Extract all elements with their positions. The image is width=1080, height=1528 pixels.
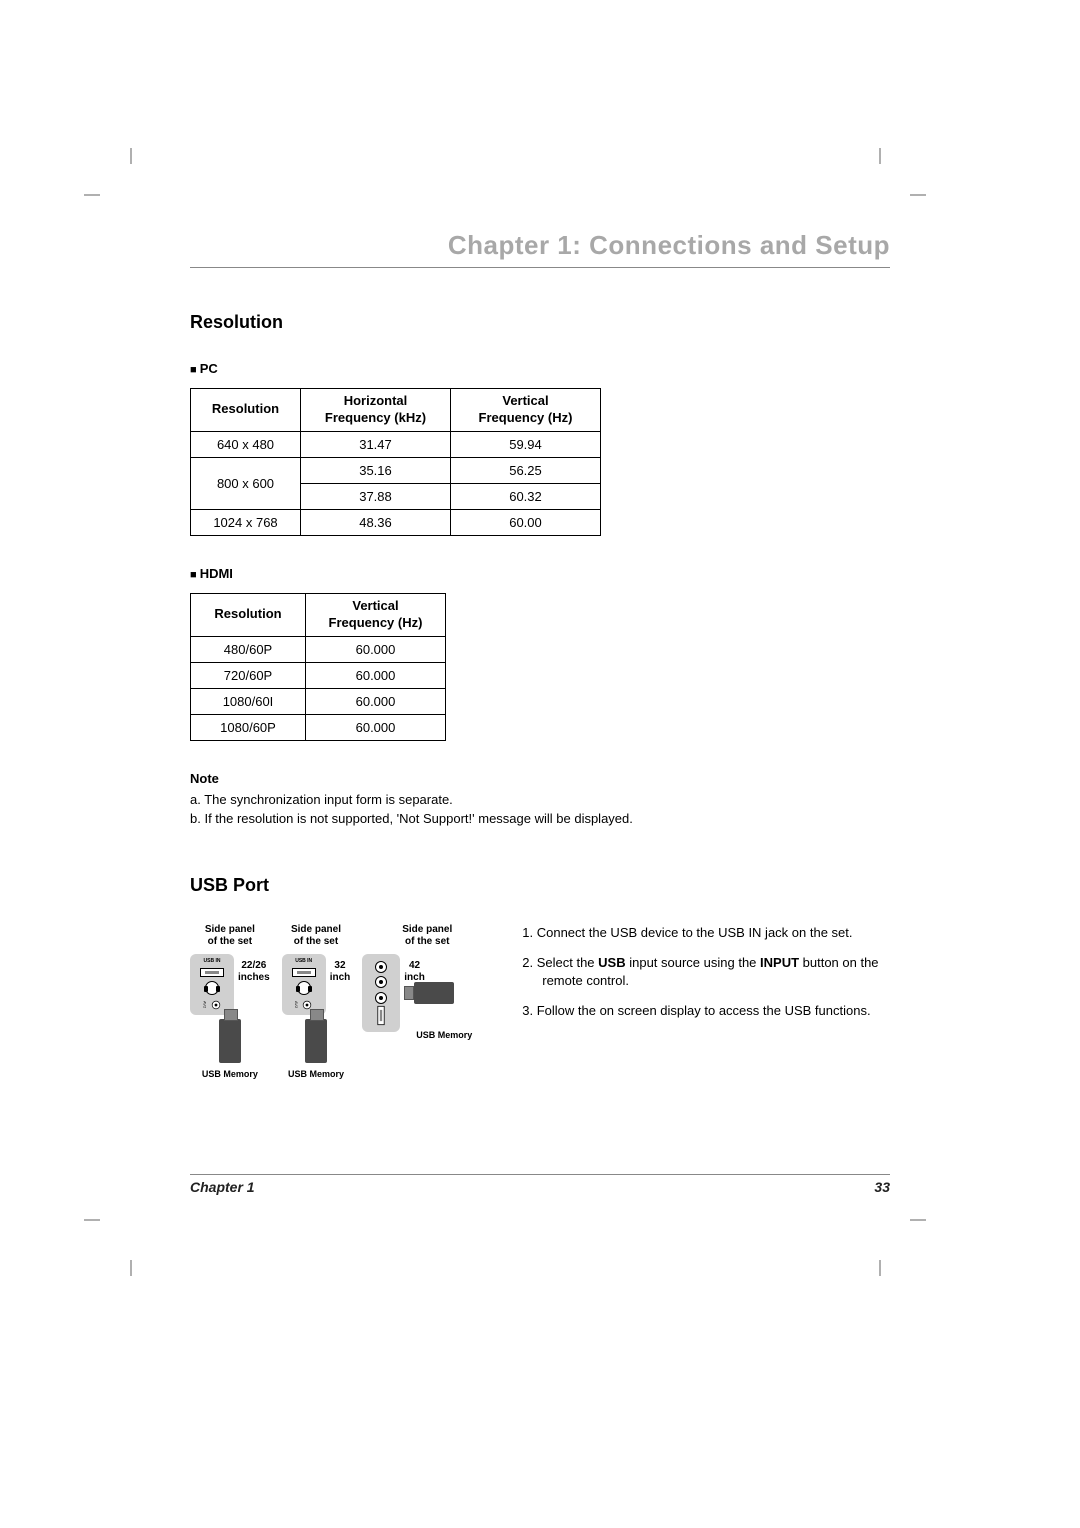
note-list: a. The synchronization input form is sep…: [190, 790, 890, 829]
table-cell: 60.000: [306, 636, 446, 662]
size-label: 42 inch: [404, 954, 425, 984]
av-label: AV2: [294, 1001, 299, 1008]
crop-mark: [84, 1219, 100, 1221]
table-cell: 60.000: [306, 688, 446, 714]
subheading-pc: PC: [190, 361, 890, 376]
table-cell: 480/60P: [191, 636, 306, 662]
rca-icon: [211, 1000, 219, 1008]
table-header: VerticalFrequency (Hz): [451, 389, 601, 432]
usb-in-label: USB IN: [204, 958, 221, 964]
usb-memory-label: USB Memory: [416, 1030, 472, 1040]
crop-mark: [879, 1260, 881, 1276]
table-cell: 60.00: [451, 509, 601, 535]
table-header: VerticalFrequency (Hz): [306, 593, 446, 636]
panel-label: Side panel of the set: [282, 924, 351, 948]
table-cell: 60.32: [451, 483, 601, 509]
table-cell: 1080/60P: [191, 714, 306, 740]
size-label: 22/26 inches: [238, 954, 270, 984]
table-header: Resolution: [191, 389, 301, 432]
panel-2226: Side panel of the set USB IN AV2 2: [190, 924, 270, 1079]
table-header: Resolution: [191, 593, 306, 636]
note-item: a. The synchronization input form is sep…: [190, 790, 890, 810]
subheading-hdmi: HDMI: [190, 566, 890, 581]
usb-memory-icon: [305, 1019, 327, 1063]
table-cell: 1080/60I: [191, 688, 306, 714]
table-cell: 35.16: [301, 457, 451, 483]
table-cell: 56.25: [451, 457, 601, 483]
panel-label: Side panel of the set: [190, 924, 270, 948]
footer-chapter: Chapter 1: [190, 1179, 255, 1195]
usb-in-label: USB IN: [295, 958, 312, 964]
pc-resolution-table: ResolutionHorizontalFrequency (kHz)Verti…: [190, 388, 601, 536]
section-resolution: Resolution: [190, 312, 890, 333]
table-cell: 800 x 600: [191, 457, 301, 509]
table-cell: 37.88: [301, 483, 451, 509]
table-cell: 59.94: [451, 431, 601, 457]
usb-memory-icon: [404, 982, 454, 1004]
usb-diagrams: Side panel of the set USB IN AV2 2: [190, 924, 492, 1079]
av-label: AV2: [203, 1001, 208, 1008]
usb-slot-icon: [200, 968, 224, 977]
page-footer: Chapter 1 33: [190, 1174, 890, 1195]
crop-mark: [84, 194, 100, 196]
headphone-icon: [297, 981, 311, 995]
instruction-item: Connect the USB device to the USB IN jac…: [522, 924, 890, 942]
size-label: 32 inch: [330, 954, 351, 984]
crop-mark: [910, 1219, 926, 1221]
table-cell: 48.36: [301, 509, 451, 535]
rca-icon: [375, 976, 387, 988]
rca-icon: [375, 992, 387, 1004]
rca-icon: [303, 1000, 311, 1008]
panel-label: Side panel of the set: [362, 924, 492, 948]
usb-memory-label: USB Memory: [190, 1069, 270, 1079]
table-cell: 640 x 480: [191, 431, 301, 457]
instruction-item: Follow the on screen display to access t…: [522, 1002, 890, 1020]
hdmi-resolution-table: ResolutionVerticalFrequency (Hz)480/60P6…: [190, 593, 446, 741]
panel-32: Side panel of the set USB IN AV2 32 inch: [282, 924, 351, 1079]
table-header: HorizontalFrequency (kHz): [301, 389, 451, 432]
crop-mark: [130, 148, 132, 164]
table-cell: 60.000: [306, 714, 446, 740]
note-item: b. If the resolution is not supported, '…: [190, 809, 890, 829]
crop-mark: [130, 1260, 132, 1276]
panel-42: Side panel of the set 42 inch USB Memory: [362, 924, 492, 1079]
usb-instructions: Connect the USB device to the USB IN jac…: [522, 924, 890, 1033]
rca-icon: [375, 961, 387, 973]
chapter-title: Chapter 1: Connections and Setup: [190, 230, 890, 268]
crop-mark: [910, 194, 926, 196]
usb-memory-icon: [219, 1019, 241, 1063]
usb-slot-icon: [378, 1006, 385, 1025]
usb-slot-icon: [292, 968, 316, 977]
page-number: 33: [874, 1179, 890, 1195]
headphone-icon: [205, 981, 219, 995]
table-cell: 60.000: [306, 662, 446, 688]
section-usb: USB Port: [190, 875, 890, 896]
table-cell: 720/60P: [191, 662, 306, 688]
usb-memory-label: USB Memory: [282, 1069, 351, 1079]
table-cell: 1024 x 768: [191, 509, 301, 535]
crop-mark: [879, 148, 881, 164]
table-cell: 31.47: [301, 431, 451, 457]
instruction-item: Select the USB input source using the IN…: [522, 954, 890, 990]
note-heading: Note: [190, 771, 890, 786]
